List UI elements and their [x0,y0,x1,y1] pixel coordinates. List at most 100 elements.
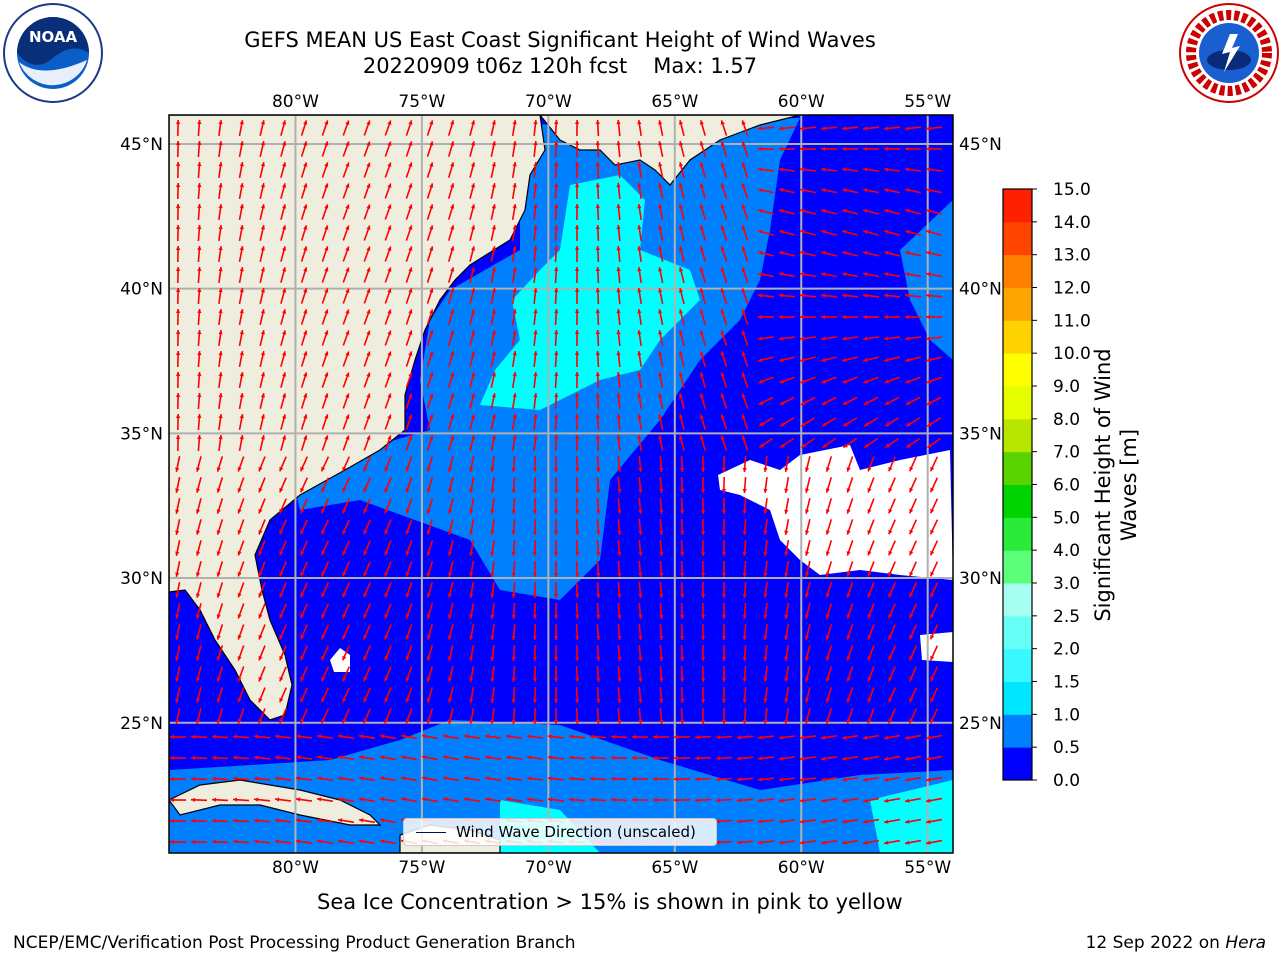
wave-arrowhead [469,719,474,724]
wave-arrowhead [405,698,410,703]
wave-arrowhead [490,614,495,619]
wave-arrowhead [490,530,495,535]
wave-arrowhead [218,393,223,398]
wave-arrowhead [905,208,910,214]
wave-arrowhead [387,330,392,335]
wave-arrowhead [260,351,265,356]
wave-arrowhead [469,551,474,556]
wave-arrowhead [758,400,764,405]
wave-arrowhead [825,509,830,514]
wave-arrowhead [763,593,768,598]
wave-arrowhead [387,120,392,125]
wave-arrowhead [345,414,350,419]
colorbar-segment [1003,583,1032,617]
wave-arrowhead [511,656,516,661]
wave-arrowhead [596,530,601,535]
wave-arrowhead [863,840,868,845]
wave-arrowhead [905,400,911,405]
wave-arrowhead [909,487,914,493]
wave-arrowhead [426,551,431,556]
wave-arrowhead [737,735,742,740]
wave-arrowhead [659,677,664,682]
wave-arrowhead [888,718,893,724]
wave-arrowhead [595,435,600,440]
wave-arrowhead [930,466,935,472]
wave-arrowhead [721,489,727,493]
wave-arrowhead [926,756,931,761]
wave-arrowhead [596,572,601,577]
wave-arrowhead [930,697,935,703]
wave-arrowhead [512,246,517,251]
wave-arrowhead [324,372,329,377]
wave-arrowhead [930,592,935,598]
wave-arrowhead [863,819,868,824]
lon-tick-label-bottom: 65°W [651,858,698,878]
lat-tick-label-left: 40°N [120,280,163,300]
wave-arrowhead [408,267,413,272]
wave-arrowhead [842,293,847,298]
wave-arrowhead [888,592,893,598]
wave-arrowhead [825,467,830,472]
wave-arrowhead [175,330,181,334]
wave-arrowhead [447,719,453,724]
axis-tick-labels: 80°W 80°W 75°W 75°W 70°W 70°W 65°W 65°W 60°W 60°W… [120,92,1002,878]
colorbar-tick-label: 3.0 [1053,574,1080,594]
wave-arrowhead [506,734,511,739]
wave-arrowhead [533,351,538,356]
wave-arrowhead [574,141,580,145]
wave-arrowhead [595,162,600,167]
wave-arrowhead [303,393,308,398]
wave-arrowhead [279,550,284,556]
wave-arrowhead [821,819,826,824]
wave-arrowhead [695,798,700,803]
wave-arrowhead [611,734,616,739]
wave-arrowhead [490,656,495,661]
lat-tick-label-left: 25°N [120,714,163,734]
land-cuba [169,779,382,826]
wave-arrowhead [863,167,868,172]
wave-arrowhead [282,267,287,272]
wave-arrowhead [742,488,747,493]
wave-arrowhead [260,372,265,377]
wave-arrowhead [532,552,537,556]
wave-arrowhead [170,776,174,782]
wave-arrowhead [429,162,434,167]
wave-arrowhead [699,120,704,125]
wave-arrowhead [324,267,329,272]
wave-arrowhead [275,755,280,760]
wave-arrowhead [345,204,350,209]
wave-arrowhead [282,309,287,314]
wave-arrowhead [380,755,385,760]
wave-arrowhead [506,755,511,760]
wave-arrowhead [867,509,872,514]
wave-arrowhead [237,572,242,577]
wave-arrowhead [363,697,368,703]
wave-arrowhead [821,314,825,320]
wave-arrowhead [699,309,704,314]
wave-arrowhead [447,530,453,535]
wave-arrowhead [659,530,664,535]
wave-arrowhead [533,414,538,419]
colorbar-tick-label: 0.5 [1053,738,1080,758]
wave-arrowhead [758,272,763,277]
wave-arrowhead [595,225,600,230]
wave-arrowhead [763,488,768,493]
wave-arrowhead [616,414,621,419]
wave-arrowhead [239,288,244,293]
wave-arrowhead [450,393,455,398]
wave-arrowhead [195,677,201,682]
wave-arrowhead [324,183,329,188]
wave-arrowhead [218,435,223,440]
wave-arrowhead [296,734,301,739]
wave-arrowhead [345,288,350,293]
wave-arrowhead [800,336,805,341]
wave-arrowhead [366,120,371,125]
wave-arrowhead [721,699,727,703]
wave-arrowhead [533,225,538,230]
wave-arrowhead [805,572,810,577]
wave-arrowhead [867,614,872,619]
wave-arrowhead [716,798,721,803]
wave-arrowhead [846,467,851,472]
wave-arrowhead [575,593,580,598]
wave-arrowhead [387,351,392,356]
